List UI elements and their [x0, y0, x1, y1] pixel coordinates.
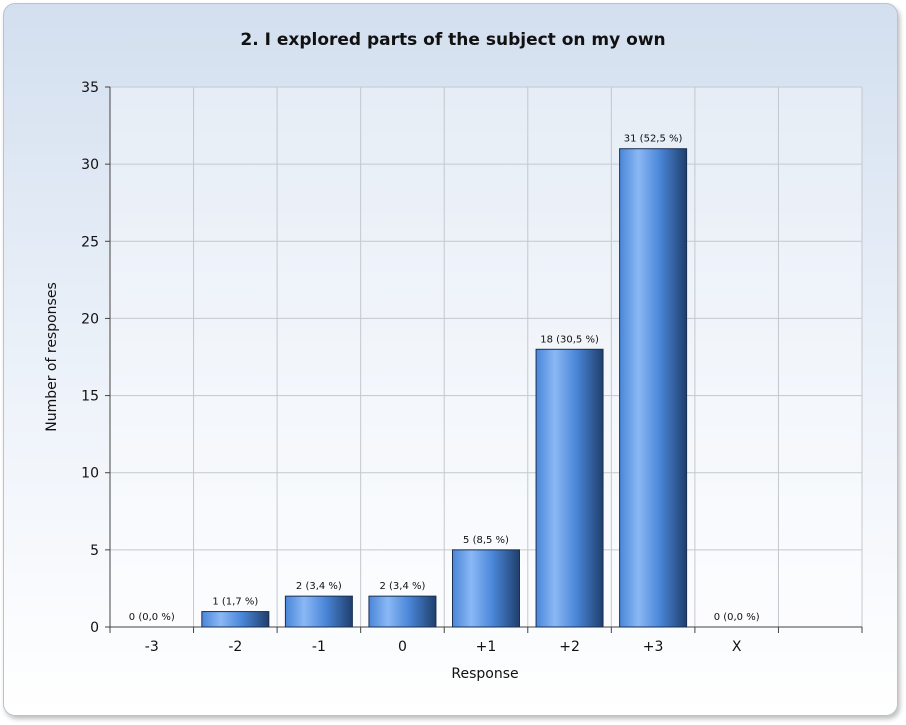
x-axis-label: Response — [451, 666, 519, 682]
data-label: 1 (1,7 %) — [212, 597, 258, 608]
x-tick-label: +2 — [559, 639, 580, 655]
y-tick-label: 30 — [81, 157, 99, 173]
data-label: 0 (0,0 %) — [714, 612, 760, 623]
bar — [452, 549, 520, 628]
x-tick-label: -1 — [312, 639, 326, 655]
y-tick-label: 25 — [81, 234, 99, 250]
y-tick-label: 15 — [81, 389, 99, 405]
bar — [201, 611, 270, 628]
data-label: 31 (52,5 %) — [624, 134, 683, 145]
y-tick-label: 5 — [90, 543, 99, 559]
x-tick-label: +3 — [643, 639, 664, 655]
bar — [284, 595, 353, 628]
bar — [368, 595, 437, 628]
y-tick-label: 0 — [90, 620, 99, 636]
data-label: 2 (3,4 %) — [296, 581, 342, 592]
data-label: 5 (8,5 %) — [463, 535, 509, 546]
x-tick-label: 0 — [398, 639, 407, 655]
plot-area — [110, 87, 862, 627]
y-tick-label: 35 — [81, 80, 99, 96]
data-label: 2 (3,4 %) — [379, 581, 425, 592]
bar — [619, 148, 688, 628]
data-label: 0 (0,0 %) — [129, 612, 175, 623]
y-tick-label: 10 — [81, 466, 99, 482]
data-label: 18 (30,5 %) — [540, 334, 599, 345]
chart-panel — [3, 3, 898, 716]
y-axis-label: Number of responses — [44, 282, 60, 432]
chart-title: 2. I explored parts of the subject on my… — [240, 30, 666, 50]
y-tick-label: 20 — [81, 311, 99, 327]
x-tick-label: +1 — [476, 639, 497, 655]
x-tick-label: -2 — [228, 639, 242, 655]
x-tick-label: X — [732, 639, 742, 655]
bar — [535, 348, 604, 628]
x-tick-label: -3 — [145, 639, 159, 655]
